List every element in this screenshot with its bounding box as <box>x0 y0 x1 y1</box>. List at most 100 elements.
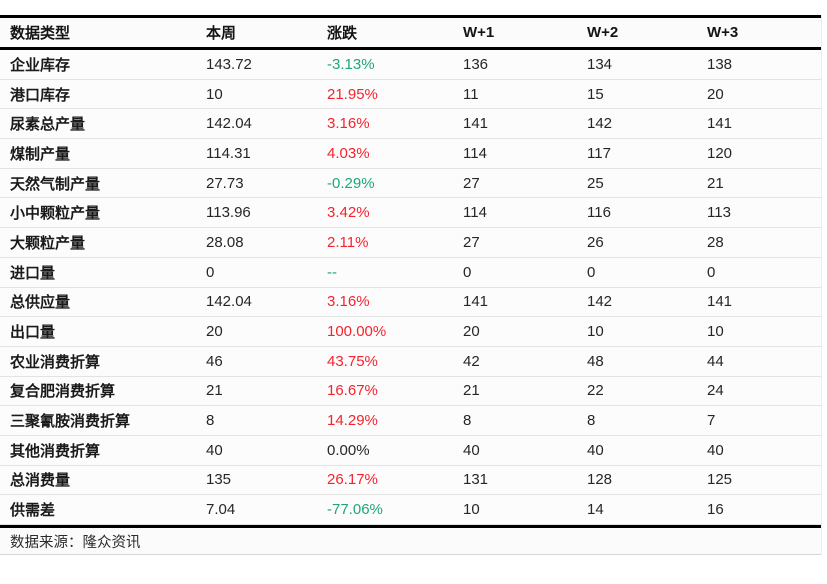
cell-w1: 40 <box>463 441 480 459</box>
cell-week: 143.72 <box>206 55 252 73</box>
cell-week: 20 <box>206 323 223 341</box>
cell-week: 8 <box>206 412 215 430</box>
cell-w2: 26 <box>587 233 604 251</box>
cell-w1: 131 <box>463 471 489 489</box>
row-label: 复合肥消费折算 <box>10 383 116 401</box>
cell-w3: 10 <box>707 323 724 341</box>
cell-w3: 120 <box>707 144 733 162</box>
row-label: 小中颗粒产量 <box>10 205 101 223</box>
table-row: 总消费量 135 26.17% 131 128 125 <box>0 465 821 496</box>
table-row: 进口量 0 -- 0 0 0 <box>0 257 821 288</box>
table-row: 尿素总产量 142.04 3.16% 141 142 141 <box>0 109 821 140</box>
cell-w3: 141 <box>707 293 733 311</box>
cell-w3: 113 <box>707 204 731 222</box>
cell-change: 26.17% <box>327 471 378 489</box>
cell-change: -77.06% <box>327 501 383 519</box>
cell-w2: 128 <box>587 471 613 489</box>
row-label: 港口库存 <box>10 86 71 104</box>
data-table: 数据类型 本周 涨跌 W+1 W+2 W+3 企业库存 143.72 -3.13% 1… <box>0 15 822 555</box>
cell-change: 0.00% <box>327 441 370 459</box>
cell-w2: 142 <box>587 293 613 311</box>
cell-w1: 141 <box>463 115 489 133</box>
cell-w1: 0 <box>463 263 472 281</box>
cell-w3: 16 <box>707 501 724 519</box>
cell-change: 100.00% <box>327 323 387 341</box>
cell-w3: 24 <box>707 382 724 400</box>
cell-change: 3.16% <box>327 115 370 133</box>
table-row: 企业库存 143.72 -3.13% 136 134 138 <box>0 50 821 80</box>
cell-change: 14.29% <box>327 412 378 430</box>
cell-w2: 8 <box>587 412 596 430</box>
source-bar: 数据来源：隆众资讯 <box>0 525 821 555</box>
table-row: 总供应量 142.04 3.16% 141 142 141 <box>0 287 821 318</box>
cell-w1: 136 <box>463 55 489 73</box>
row-label: 尿素总产量 <box>10 116 86 134</box>
cell-w1: 10 <box>463 501 480 519</box>
table-row: 小中颗粒产量 113.96 3.42% 114 116 113 <box>0 198 821 229</box>
cell-w1: 27 <box>463 174 480 192</box>
cell-week: 40 <box>206 441 223 459</box>
row-label: 企业库存 <box>10 56 71 74</box>
table-row: 出口量 20 100.00% 20 10 10 <box>0 317 821 347</box>
cell-w1: 8 <box>463 412 472 430</box>
column-header-w2: W+2 <box>587 24 619 41</box>
cell-w3: 40 <box>707 441 724 459</box>
table-row: 三聚氰胺消费折算 8 14.29% 8 8 7 <box>0 406 821 436</box>
cell-w3: 125 <box>707 471 733 489</box>
cell-w2: 14 <box>587 501 604 519</box>
cell-change: 3.42% <box>327 204 370 222</box>
cell-w2: 48 <box>587 352 604 370</box>
cell-change: 21.95% <box>327 85 378 103</box>
table-row: 天然气制产量 27.73 -0.29% 27 25 21 <box>0 168 821 199</box>
row-label: 三聚氰胺消费折算 <box>10 413 131 431</box>
table-row: 煤制产量 114.31 4.03% 114 117 120 <box>0 139 821 169</box>
cell-w3: 138 <box>707 55 733 73</box>
cell-week: 27.73 <box>206 174 244 192</box>
cell-w2: 40 <box>587 441 604 459</box>
cell-w3: 21 <box>707 174 724 192</box>
cell-w3: 7 <box>707 412 716 430</box>
cell-w2: 22 <box>587 382 604 400</box>
cell-w1: 27 <box>463 233 480 251</box>
cell-change: 16.67% <box>327 382 378 400</box>
cell-w3: 141 <box>707 115 733 133</box>
cell-w1: 114 <box>463 204 487 222</box>
row-label: 天然气制产量 <box>10 175 101 193</box>
row-label: 总供应量 <box>10 294 71 312</box>
cell-w2: 15 <box>587 85 604 103</box>
cell-change: 43.75% <box>327 352 378 370</box>
row-label: 农业消费折算 <box>10 353 101 371</box>
cell-w3: 28 <box>707 233 724 251</box>
row-label: 煤制产量 <box>10 145 71 163</box>
column-header-w1: W+1 <box>463 24 495 41</box>
cell-w1: 21 <box>463 382 480 400</box>
column-header-w3: W+3 <box>707 24 739 41</box>
table-row: 复合肥消费折算 21 16.67% 21 22 24 <box>0 376 821 407</box>
row-label: 出口量 <box>10 324 56 342</box>
table-row: 供需差 7.04 -77.06% 10 14 16 <box>0 495 821 525</box>
cell-week: 7.04 <box>206 501 236 519</box>
cell-change: 3.16% <box>327 293 370 311</box>
column-header-this-week: 本周 <box>206 25 237 42</box>
data-source-text: 数据来源：隆众资讯 <box>10 534 141 551</box>
cell-w1: 141 <box>463 293 489 311</box>
table-row: 其他消费折算 40 0.00% 40 40 40 <box>0 435 821 466</box>
cell-w2: 25 <box>587 174 604 192</box>
cell-change: -- <box>327 263 337 281</box>
cell-change: 2.11% <box>327 233 369 251</box>
cell-week: 113.96 <box>206 204 251 222</box>
row-label: 进口量 <box>10 264 56 282</box>
cell-week: 21 <box>206 382 223 400</box>
cell-week: 10 <box>206 85 223 103</box>
cell-w2: 10 <box>587 323 604 341</box>
cell-w2: 0 <box>587 263 596 281</box>
table-row: 农业消费折算 46 43.75% 42 48 44 <box>0 346 821 377</box>
cell-w1: 42 <box>463 352 480 370</box>
row-label: 供需差 <box>10 502 56 520</box>
cell-w1: 11 <box>463 85 479 103</box>
cell-w3: 0 <box>707 263 716 281</box>
cell-w2: 134 <box>587 55 613 73</box>
table-row: 大颗粒产量 28.08 2.11% 27 26 28 <box>0 228 821 258</box>
cell-week: 135 <box>206 471 232 489</box>
cell-w1: 114 <box>463 144 487 162</box>
